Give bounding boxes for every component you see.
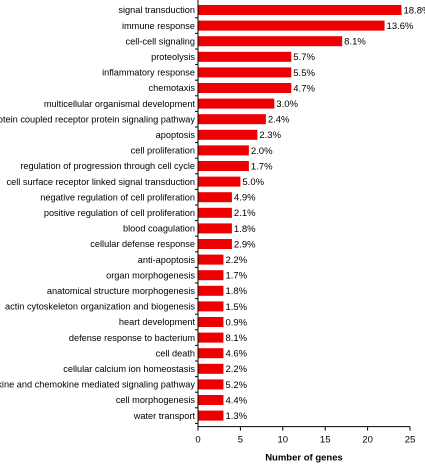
- x-axis-title: Number of genes: [265, 453, 343, 464]
- category-label: proteolysis: [151, 52, 195, 62]
- bar: [198, 410, 224, 421]
- category-label: cell death: [156, 348, 195, 358]
- bar: [198, 285, 224, 296]
- data-label: 5.0%: [242, 177, 264, 188]
- data-label: 1.8%: [234, 224, 256, 235]
- bar: [198, 363, 224, 374]
- category-label: cellular calcium ion homeostasis: [63, 364, 195, 374]
- category-label: heart development: [119, 317, 196, 327]
- data-label: 8.1%: [225, 333, 247, 344]
- category-label: cell morphogenesis: [116, 395, 196, 405]
- data-label: 4.4%: [225, 395, 247, 406]
- bar: [198, 270, 224, 281]
- x-tick-label: 25: [405, 435, 416, 446]
- data-label: 3.0%: [276, 99, 298, 110]
- data-label: 18.8%: [404, 5, 425, 16]
- bar: [198, 254, 224, 265]
- data-label: 5.5%: [293, 68, 315, 79]
- data-label: 2.9%: [234, 239, 256, 250]
- category-label: organ morphogenesis: [106, 270, 195, 280]
- data-label: 5.7%: [293, 52, 315, 63]
- bar: [198, 67, 292, 78]
- category-label: G-protein coupled receptor protein signa…: [0, 114, 195, 124]
- bar: [198, 176, 241, 187]
- data-label: 5.2%: [225, 380, 247, 391]
- category-label: cellular defense response: [90, 239, 195, 249]
- data-label: 2.2%: [225, 255, 247, 266]
- category-label: cell surface receptor linked signal tran…: [7, 177, 195, 187]
- data-label: 1.5%: [225, 302, 247, 313]
- category-label: inflammatory response: [102, 68, 195, 78]
- data-label: 0.9%: [225, 317, 247, 328]
- labels-layer: signal transduction 18.8% immune response 1…: [0, 5, 425, 422]
- bar: [198, 36, 343, 47]
- data-label: 4.7%: [293, 83, 315, 94]
- bar: [198, 395, 224, 405]
- category-label: water transport: [133, 411, 196, 421]
- data-label: 4.9%: [234, 193, 256, 204]
- category-label: chemotaxis: [149, 83, 196, 93]
- x-tick-label: 5: [238, 435, 243, 446]
- bar: [198, 114, 266, 125]
- x-ticks-layer: 0 5 10 15 20 25: [195, 17, 416, 446]
- data-label: 8.1%: [344, 37, 366, 48]
- category-label: anti-apoptosis: [138, 255, 196, 265]
- data-label: 13.6%: [387, 21, 414, 32]
- data-label: 1.8%: [225, 286, 247, 297]
- category-label: cytokine and chemokine mediated signalin…: [0, 380, 195, 390]
- bar: [198, 301, 224, 312]
- category-label: cell proliferation: [131, 146, 195, 156]
- x-tick-label: 20: [362, 435, 373, 446]
- data-label: 1.7%: [225, 271, 247, 282]
- data-label: 2.0%: [251, 146, 273, 157]
- bar: [198, 207, 232, 218]
- x-tick-label: 15: [320, 435, 331, 446]
- data-label: 2.2%: [225, 364, 247, 375]
- bar: [198, 379, 224, 390]
- bar: [198, 223, 232, 234]
- bar: [198, 317, 224, 327]
- bar: [198, 51, 292, 62]
- category-label: blood coagulation: [123, 224, 195, 234]
- bar: [198, 98, 275, 109]
- data-label: 4.6%: [225, 349, 247, 360]
- bar: [198, 348, 224, 359]
- category-label: signal transduction: [118, 5, 195, 15]
- bar: [198, 192, 232, 203]
- bar: [198, 129, 258, 140]
- data-label: 1.3%: [225, 411, 247, 422]
- category-label: regulation of progression through cell c…: [20, 161, 195, 171]
- category-label: immune response: [122, 21, 195, 31]
- x-tick-label: 10: [278, 435, 289, 446]
- category-label: positive regulation of cell proliferatio…: [44, 208, 195, 218]
- category-label: multicellular organismal development: [44, 99, 196, 109]
- category-label: defense response to bacterium: [69, 333, 195, 343]
- x-tick-label: 0: [195, 435, 200, 446]
- bar: [198, 20, 385, 31]
- data-label: 2.1%: [234, 208, 256, 219]
- bar: [198, 332, 224, 343]
- data-label: 2.4%: [268, 115, 290, 126]
- bar: [198, 83, 292, 93]
- category-label: apoptosis: [156, 130, 196, 140]
- bars-layer: [198, 5, 402, 421]
- category-label: actin cytoskeleton organization and biog…: [5, 302, 195, 312]
- category-label: anatomical structure morphogenesis: [47, 286, 196, 296]
- bar: [198, 239, 232, 249]
- data-label: 2.3%: [259, 130, 281, 141]
- data-label: 1.7%: [251, 161, 273, 172]
- bar: [198, 5, 402, 15]
- bar: [198, 145, 249, 156]
- bar: [198, 161, 249, 171]
- category-label: cell-cell signaling: [126, 36, 195, 46]
- category-label: negative regulation of cell proliferatio…: [40, 192, 195, 202]
